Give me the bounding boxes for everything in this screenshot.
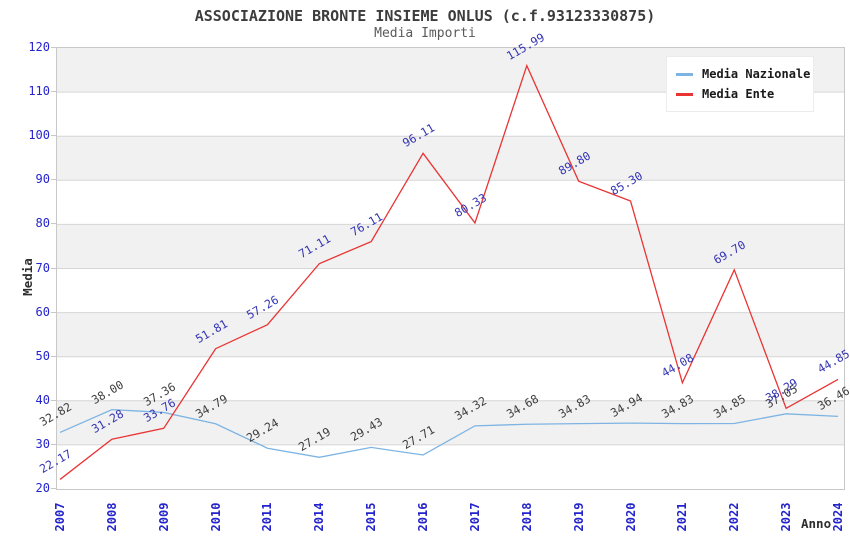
legend-label-media-ente: Media Ente <box>702 87 775 101</box>
x-tick-label-2023: 2023 <box>779 502 794 532</box>
y-tick-label: 30 <box>35 436 50 451</box>
y-tick-mark <box>51 399 56 401</box>
x-tick-label-2007: 2007 <box>53 502 67 532</box>
x-tick-label-2022: 2022 <box>727 502 742 532</box>
legend-item-media-ente: Media Ente <box>676 84 804 104</box>
legend-item-media-nazionale: Media Nazionale <box>676 64 810 84</box>
y-tick-label: 20 <box>35 481 50 495</box>
x-tick-label-2008: 2008 <box>104 502 119 532</box>
y-tick-mark <box>51 488 56 489</box>
plot-band <box>57 136 844 181</box>
series-line-media-nazionale <box>59 408 839 458</box>
plot-band <box>57 356 844 401</box>
y-tick-mark <box>51 179 56 181</box>
plot-band <box>57 180 844 225</box>
plot-band <box>57 400 844 445</box>
plot-band <box>57 268 844 313</box>
x-tick-label-2019: 2019 <box>571 502 586 532</box>
y-tick-label: 70 <box>35 260 50 275</box>
y-tick-mark <box>51 91 56 93</box>
y-tick-mark <box>51 267 56 269</box>
plot-canvas <box>57 48 844 489</box>
legend: Media Nazionale Media Ente <box>666 56 814 112</box>
x-tick-label-2014: 2014 <box>312 502 327 532</box>
plot-band <box>57 312 844 357</box>
x-tick-label-2010: 2010 <box>208 502 223 532</box>
x-tick-label-2015: 2015 <box>364 502 379 532</box>
y-tick-mark <box>51 135 56 137</box>
y-tick-label: 60 <box>35 304 50 319</box>
x-axis-title: Anno <box>801 516 832 531</box>
y-tick-label: 40 <box>35 392 50 407</box>
y-tick-label: 80 <box>35 216 50 231</box>
x-tick-label-2017: 2017 <box>467 502 482 532</box>
x-tick-label-2024: 2024 <box>831 502 845 532</box>
y-tick-mark <box>51 443 56 445</box>
plot-band <box>57 224 844 269</box>
y-tick-label: 100 <box>28 128 50 143</box>
legend-swatch-media-ente-icon <box>676 92 693 96</box>
y-tick-mark <box>51 47 56 48</box>
y-tick-label: 50 <box>35 348 50 363</box>
y-tick-label: 90 <box>35 172 50 187</box>
x-tick-label-2018: 2018 <box>519 502 534 532</box>
x-tick-label-2011: 2011 <box>260 502 275 532</box>
x-tick-label-2021: 2021 <box>675 502 690 532</box>
x-tick-label-2009: 2009 <box>156 502 171 532</box>
chart-title: ASSOCIAZIONE BRONTE INSIEME ONLUS (c.f.9… <box>194 7 656 25</box>
legend-swatch-media-nazionale-icon <box>676 72 693 76</box>
legend-label-media-nazionale: Media Nazionale <box>702 67 811 81</box>
y-tick-label: 110 <box>28 84 50 99</box>
chart-subtitle: Media Importi <box>374 26 476 41</box>
series-line-media-ente <box>59 63 839 480</box>
plot-band <box>57 444 844 489</box>
x-tick-label-2016: 2016 <box>416 502 431 532</box>
y-tick-mark <box>51 223 56 225</box>
y-tick-mark <box>51 355 56 357</box>
x-tick-label-2020: 2020 <box>623 502 638 532</box>
plot-area <box>56 47 845 490</box>
y-tick-label: 120 <box>28 40 50 54</box>
y-tick-mark <box>51 311 56 313</box>
